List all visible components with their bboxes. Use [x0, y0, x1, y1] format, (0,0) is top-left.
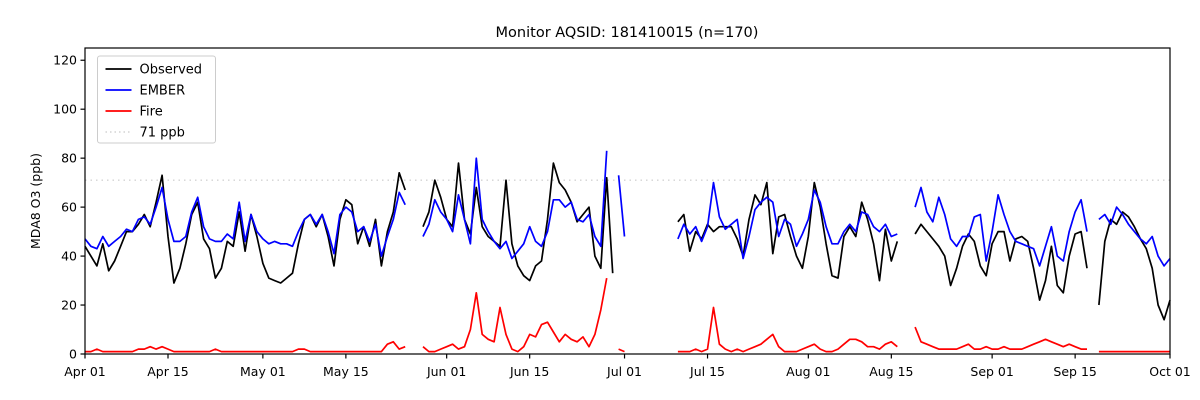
x-tick-label: Apr 15	[147, 364, 189, 379]
y-axis-label: MDA8 O3 (ppb)	[28, 153, 43, 249]
ember-line	[914, 186, 1088, 267]
x-tick-label: Aug 15	[869, 364, 913, 379]
fire-line	[618, 348, 625, 353]
x-tick-label: Sep 15	[1053, 364, 1096, 379]
x-tick-label: Apr 01	[64, 364, 106, 379]
legend-label-ember: EMBER	[140, 84, 186, 99]
fire-line	[85, 340, 406, 353]
x-tick-label: Jul 15	[689, 364, 725, 379]
y-tick-label: 20	[61, 298, 77, 313]
x-tick-label: Oct 01	[1149, 364, 1191, 379]
x-tick-label: Jun 15	[509, 364, 549, 379]
y-tick-label: 100	[53, 102, 77, 117]
y-tick-label: 80	[61, 151, 77, 166]
observed-line	[914, 223, 1088, 301]
ember-line	[1098, 206, 1171, 267]
x-tick-label: May 15	[323, 364, 369, 379]
x-tick-label: Sep 01	[970, 364, 1013, 379]
ember-line	[84, 186, 406, 257]
observed-line	[422, 162, 614, 282]
ember-line	[677, 181, 898, 260]
y-tick-label: 0	[69, 347, 77, 362]
chart-title: Monitor AQSID: 181410015 (n=170)	[496, 25, 759, 41]
fire-line	[422, 277, 608, 353]
x-tick-label: Jul 01	[606, 364, 642, 379]
observed-line	[1098, 211, 1171, 321]
legend-label-observed: Observed	[140, 63, 203, 78]
y-tick-label: 60	[61, 200, 77, 215]
axes-box	[84, 47, 1171, 355]
ember-line	[617, 175, 626, 237]
ember-line	[422, 150, 608, 260]
x-tick-label: Jun 01	[426, 364, 466, 379]
plot-area: 0 20 40 60 80 100 120 Apr 01 Apr 15 May 01 May 15 J…	[53, 47, 1191, 379]
observed-line	[677, 181, 899, 282]
y-tick-label: 120	[53, 53, 77, 68]
legend-box	[97, 55, 216, 144]
legend-label-fire: Fire	[140, 105, 163, 120]
fire-line	[677, 306, 898, 353]
legend-label-71-ppb: 71 ppb	[140, 126, 185, 141]
y-tick-label: 40	[61, 249, 77, 264]
x-tick-label: May 01	[240, 364, 286, 379]
x-tick-label: Aug 01	[786, 364, 830, 379]
fire-line	[914, 326, 1087, 350]
observed-line	[84, 171, 407, 284]
